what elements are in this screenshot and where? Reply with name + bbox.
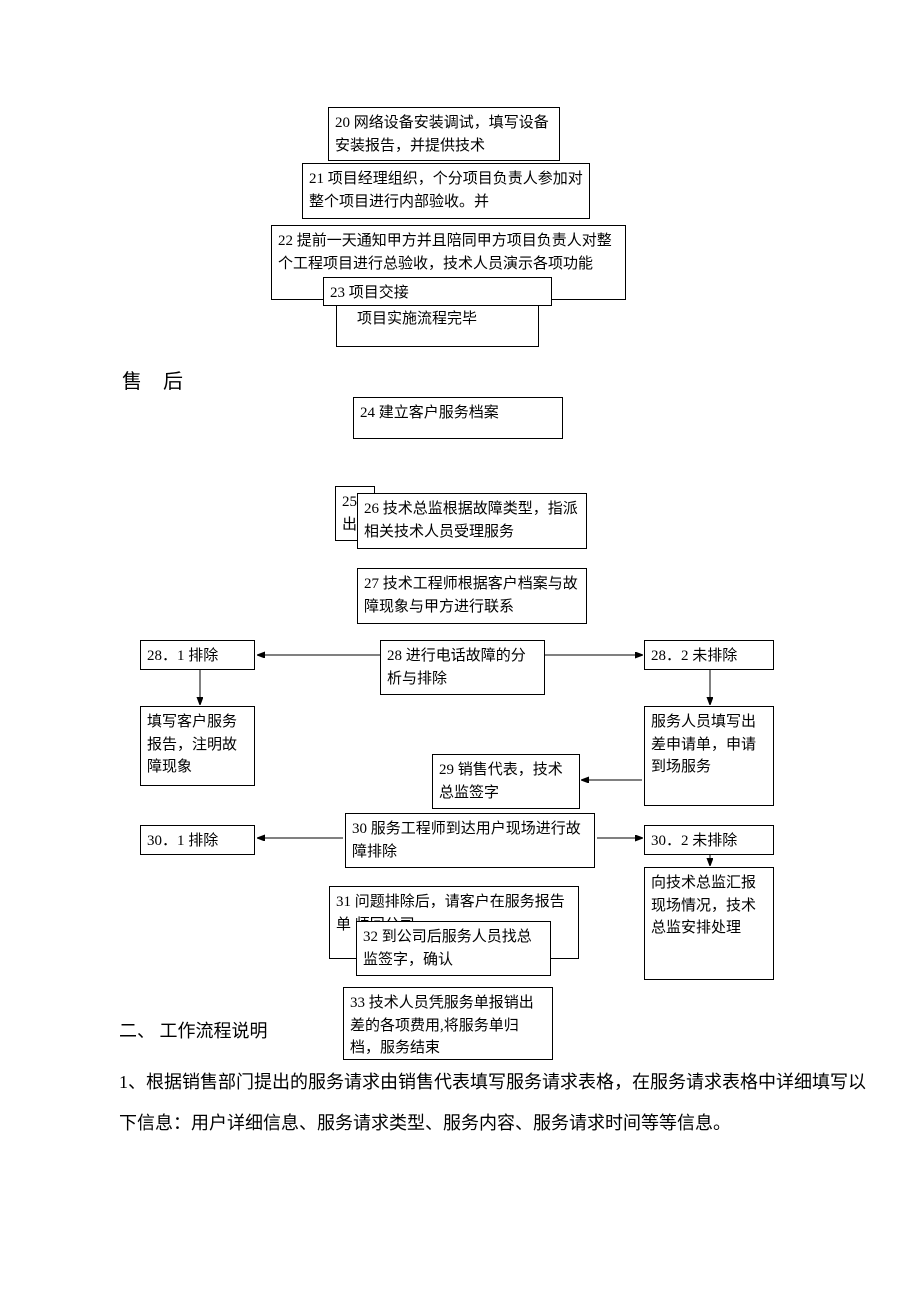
box-30: 30 服务工程师到达用户现场进行故障排除 <box>345 813 595 868</box>
box-33-text: 33 技术人员凭服务单报销出差的各项费用,将服务单归档，服务结束 <box>350 992 546 1060</box>
paragraph-1: 1、根据销售部门提出的服务请求由销售代表填写服务请求表格，在服务请求表格中详细填… <box>119 1062 879 1145</box>
box-24: 24 建立客户服务档案 <box>353 397 563 439</box>
box-29-text: 29 销售代表，技术总监签字 <box>439 759 573 804</box>
box-27-text: 27 技术工程师根据客户档案与故障现象与甲方进行联系 <box>364 573 580 618</box>
aftersales-label: 售 后 <box>122 367 191 397</box>
box-30-1-text: 30．1 排除 <box>147 830 218 853</box>
box-32: 32 到公司后服务人员找总监签字，确认 <box>356 921 551 976</box>
box-28-2: 28．2 未排除 <box>644 640 774 670</box>
box-30-2: 30．2 未排除 <box>644 825 774 855</box>
box-20: 20 网络设备安装调试，填写设备安装报告，并提供技术 <box>328 107 560 161</box>
box-24-text: 24 建立客户服务档案 <box>360 402 499 425</box>
box-22-text: 22 提前一天通知甲方并且陪同甲方项目负责人对整个工程项目进行总验收，技术人员演… <box>278 230 619 275</box>
box-27: 27 技术工程师根据客户档案与故障现象与甲方进行联系 <box>357 568 587 624</box>
box-32-text: 32 到公司后服务人员找总监签字，确认 <box>363 926 544 971</box>
box-23sub: 项目实施流程完毕 <box>336 305 539 347</box>
box-33: 33 技术人员凭服务单报销出差的各项费用,将服务单归档，服务结束 <box>343 987 553 1060</box>
box-30-2-text: 30．2 未排除 <box>651 830 737 853</box>
box-28-2sub: 服务人员填写出差申请单，申请到场服务 <box>644 706 774 806</box>
box-30-text: 30 服务工程师到达用户现场进行故障排除 <box>352 818 588 863</box>
box-28-1sub-text: 填写客户服务报告，注明故障现象 <box>147 711 248 779</box>
box-23-text: 23 项目交接 <box>330 282 409 305</box>
box-23sub-text: 项目实施流程完毕 <box>357 308 477 331</box>
box-23: 23 项目交接 <box>323 277 552 306</box>
box-28-2sub-text: 服务人员填写出差申请单，申请到场服务 <box>651 711 767 779</box>
box-30-2sub: 向技术总监汇报现场情况，技术总监安排处理 <box>644 867 774 980</box>
box-28-text: 28 进行电话故障的分析与排除 <box>387 645 538 690</box>
section-2-heading: 二、 工作流程说明 <box>119 1018 268 1045</box>
box-30-2sub-text: 向技术总监汇报现场情况，技术总监安排处理 <box>651 872 767 940</box>
box-28-2-text: 28．2 未排除 <box>651 645 737 668</box>
box-28-1sub: 填写客户服务报告，注明故障现象 <box>140 706 255 786</box>
box-28-1: 28．1 排除 <box>140 640 255 670</box>
box-26-text: 26 技术总监根据故障类型，指派相关技术人员受理服务 <box>364 498 580 543</box>
box-21: 21 项目经理组织，个分项目负责人参加对整个项目进行内部验收。并 <box>302 163 590 219</box>
box-28: 28 进行电话故障的分析与排除 <box>380 640 545 695</box>
box-20-text: 20 网络设备安装调试，填写设备安装报告，并提供技术 <box>335 112 553 157</box>
box-28-1-text: 28．1 排除 <box>147 645 218 668</box>
box-26: 26 技术总监根据故障类型，指派相关技术人员受理服务 <box>357 493 587 549</box>
box-29: 29 销售代表，技术总监签字 <box>432 754 580 809</box>
box-30-1: 30．1 排除 <box>140 825 255 855</box>
box-21-text: 21 项目经理组织，个分项目负责人参加对整个项目进行内部验收。并 <box>309 168 583 213</box>
